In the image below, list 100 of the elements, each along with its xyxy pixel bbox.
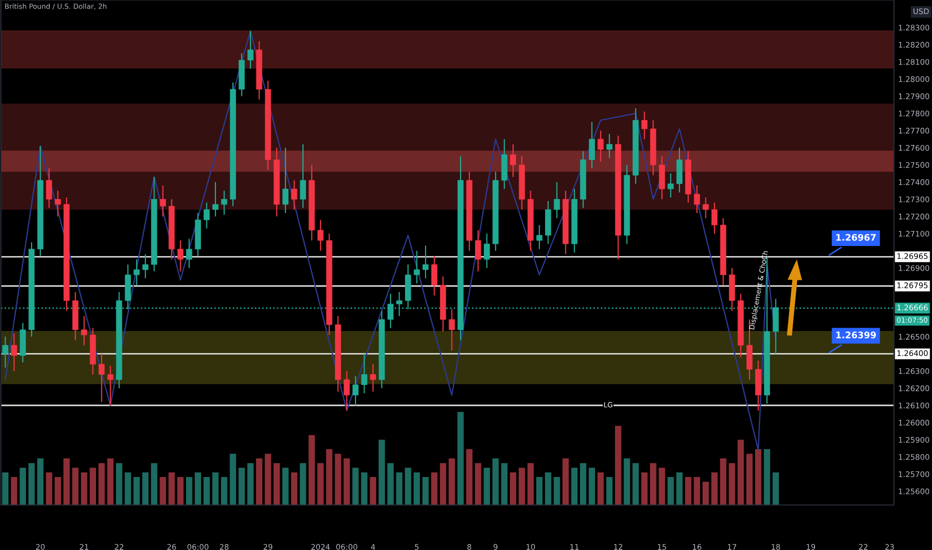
bar — [150, 463, 158, 505]
candlestick — [396, 291, 402, 317]
candlestick — [177, 240, 184, 272]
candlestick — [54, 190, 61, 217]
bar — [702, 482, 709, 505]
bar — [624, 458, 630, 505]
bar — [28, 463, 35, 505]
candlestick — [204, 202, 210, 230]
candlestick — [711, 202, 718, 234]
bar — [133, 477, 140, 505]
bar — [20, 468, 26, 505]
bar — [186, 477, 192, 505]
candlestick — [160, 184, 166, 217]
bar — [344, 458, 350, 505]
candlestick — [221, 190, 228, 216]
bar — [160, 477, 166, 505]
bar — [212, 472, 219, 505]
candlestick — [431, 255, 438, 296]
candlestick — [212, 182, 218, 217]
bar — [457, 412, 464, 505]
line-series — [4, 30, 776, 451]
candlestick — [98, 353, 105, 402]
bar — [685, 477, 692, 505]
bar — [632, 463, 639, 505]
bar — [264, 454, 272, 505]
candlestick — [317, 219, 324, 252]
candlestick — [247, 30, 254, 70]
bar — [554, 477, 560, 505]
bar — [370, 477, 376, 505]
bar — [10, 477, 18, 505]
bar — [448, 458, 455, 505]
bar — [378, 440, 385, 505]
bar — [658, 468, 666, 505]
bar — [334, 454, 342, 505]
candlestick — [536, 224, 542, 250]
bar — [466, 449, 472, 505]
candlestick — [510, 144, 516, 178]
bar — [650, 463, 656, 505]
bar — [720, 458, 726, 505]
annotation: 1.26967 — [836, 234, 876, 241]
annotation: 1.26399 — [836, 332, 876, 338]
bar — [124, 472, 132, 505]
candlestick — [282, 147, 288, 214]
bar — [571, 468, 578, 505]
bar — [98, 463, 105, 505]
bar — [37, 458, 44, 505]
candlestick — [344, 370, 350, 412]
bar — [694, 477, 700, 505]
bar — [204, 477, 210, 505]
bar — [414, 472, 420, 505]
bar — [80, 472, 88, 505]
bar — [431, 472, 438, 505]
bar — [352, 468, 359, 505]
candlestick — [134, 258, 140, 286]
candlestick — [422, 245, 429, 279]
bar — [527, 463, 534, 505]
bar — [772, 472, 779, 505]
bar — [2, 472, 8, 505]
bar — [562, 458, 569, 505]
bar — [510, 472, 516, 505]
bar — [194, 472, 202, 505]
bar — [230, 454, 236, 505]
bar — [256, 458, 262, 505]
candlestick — [46, 168, 52, 208]
bar — [606, 477, 613, 505]
candlestick — [2, 336, 8, 368]
candlestick — [694, 184, 700, 214]
bar — [544, 472, 552, 505]
candlestick — [702, 196, 709, 219]
bar — [63, 458, 70, 505]
bar — [764, 449, 770, 505]
bar — [238, 468, 245, 505]
candlestick — [291, 180, 298, 210]
candlestick — [598, 130, 604, 162]
candlestick — [484, 233, 490, 269]
bar — [641, 472, 648, 505]
bar — [247, 463, 254, 505]
bar — [404, 468, 412, 505]
candlestick — [11, 332, 18, 372]
candlestick — [588, 121, 595, 169]
bar — [308, 435, 315, 505]
bar — [326, 449, 332, 505]
bar — [90, 468, 96, 505]
bar — [597, 472, 604, 505]
bar — [474, 463, 482, 505]
bar — [221, 477, 228, 505]
candlestick — [475, 230, 482, 272]
bar — [317, 463, 324, 505]
bar — [72, 468, 78, 505]
candlestick — [361, 353, 368, 394]
bar — [107, 458, 114, 505]
bar — [492, 458, 499, 505]
bar — [177, 477, 184, 505]
bar — [668, 477, 674, 505]
bar — [387, 463, 394, 505]
candlestick — [370, 364, 376, 392]
candlestick — [606, 133, 612, 159]
bar — [274, 463, 280, 505]
candlestick — [448, 308, 455, 351]
bar — [580, 463, 586, 505]
